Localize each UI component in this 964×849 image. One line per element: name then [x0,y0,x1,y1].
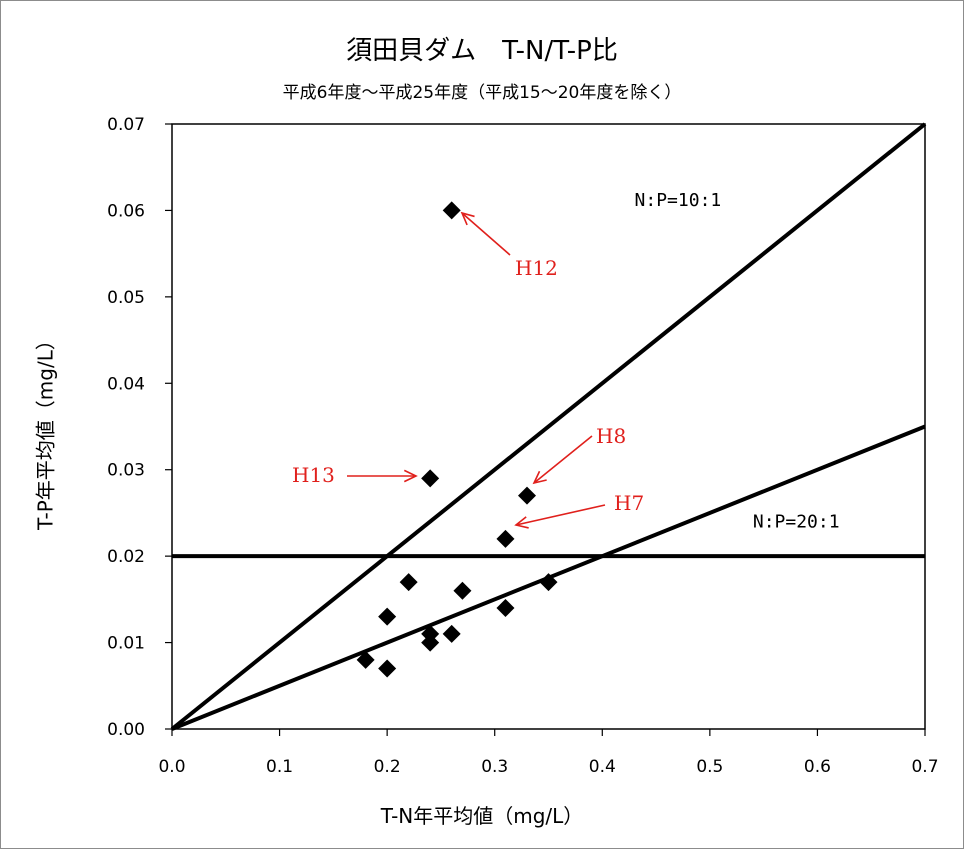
data-point [496,599,515,617]
y-tick-label: 0.06 [107,201,145,221]
annotation-arrowhead [532,470,547,485]
reference-line [170,122,927,731]
data-points [356,201,558,678]
x-axis-label: T-N年平均値（mg/L） [380,804,584,828]
reference-line-label: N:P=20:1 [753,512,840,533]
y-tick-label: 0.03 [107,461,145,481]
x-tick-label: 0.0 [158,757,185,777]
annotation-arrowhead [403,469,418,483]
data-point [453,581,472,600]
data-point [356,650,375,669]
annotation-label: H7 [614,491,644,515]
annotation-arrowhead [514,516,529,529]
y-tick-label: 0.02 [107,547,145,567]
data-point [496,529,515,548]
reference-line-label: N:P=10:1 [635,190,722,211]
annotation-label: H13 [292,463,335,487]
axis-ticks: 0.0 0.1 0.2 0.3 0.4 0.5 0.6 0.7 0.00 0.01 0.02 0.03… [107,115,938,777]
chart-subtitle: 平成6年度～平成25年度（平成15～20年度を除く） [282,83,682,103]
chart-title: 須田貝ダム T-N/T-P比 [346,36,618,66]
annotations: H12 H13 H8 H7 [292,211,644,529]
annotation-arrowhead [460,211,475,226]
annotation-arrow [533,435,593,484]
x-tick-label: 0.2 [374,757,401,777]
y-tick-label: 0.04 [107,374,145,394]
y-tick-label: 0.05 [107,288,145,308]
x-tick-label: 0.7 [911,757,938,777]
data-point [399,573,418,592]
x-tick-label: 0.3 [481,757,508,777]
data-point [539,573,558,592]
annotation-arrow [461,212,511,256]
x-tick-label: 0.6 [804,757,831,777]
annotation-arrow [515,504,606,526]
data-point [378,607,397,626]
annotation-label: H8 [596,424,626,448]
data-point [421,633,440,652]
data-point [442,201,461,220]
data-point [378,659,397,678]
x-tick-label: 0.5 [696,757,723,777]
y-tick-label: 0.07 [107,115,145,135]
data-point [421,469,440,488]
x-tick-label: 0.4 [589,757,616,777]
reference-line-labels: N:P=10:1 N:P=20:1 [635,190,840,533]
y-tick-label: 0.00 [107,720,145,740]
reference-lines [170,122,927,731]
y-tick-label: 0.01 [107,634,145,654]
x-tick-label: 0.1 [266,757,293,777]
annotation-label: H12 [515,256,558,280]
data-point [442,624,461,643]
data-point [517,486,536,505]
